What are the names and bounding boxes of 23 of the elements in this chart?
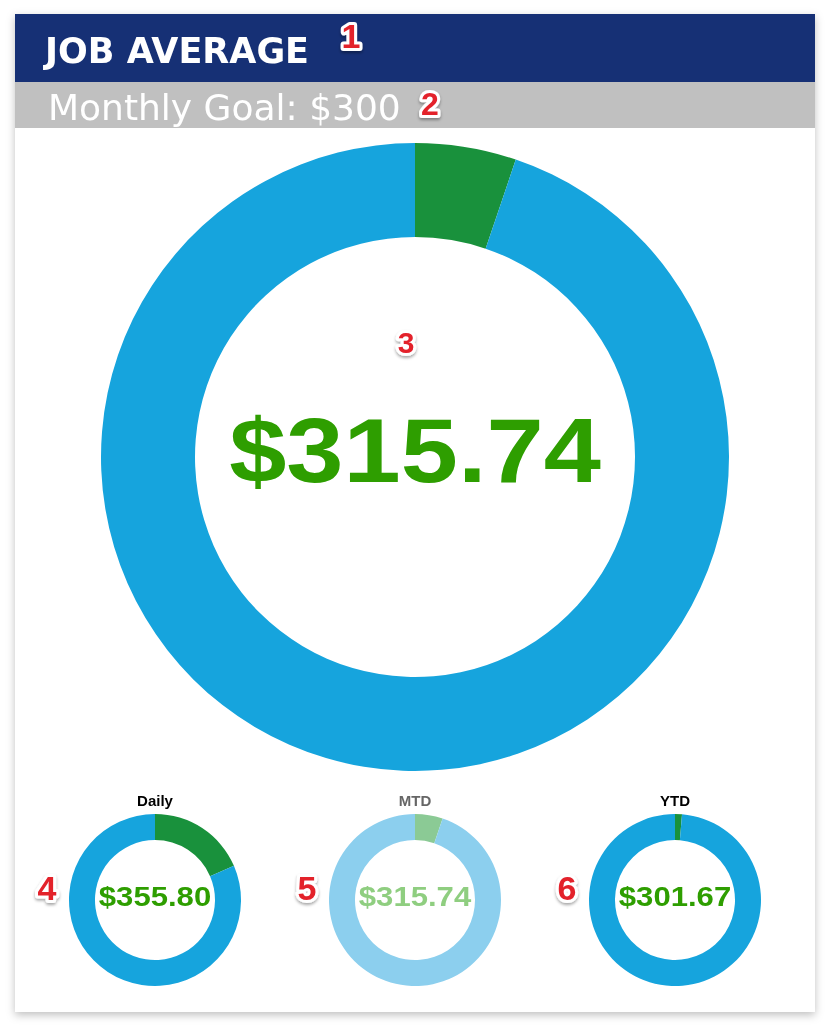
- text: 2: [421, 86, 439, 122]
- text: 5: [297, 869, 317, 907]
- text: 1: [341, 17, 361, 55]
- donut-slice: [155, 814, 234, 877]
- text: $301.67: [618, 880, 732, 912]
- donut-slice: [69, 814, 241, 986]
- text: 3: [397, 325, 415, 359]
- chart-title: JOB AVERAGE: [43, 31, 310, 71]
- chart-subtitle: Monthly Goal: $300: [48, 87, 401, 128]
- donut-slice: [675, 814, 683, 841]
- text: 4: [37, 869, 57, 907]
- text: $315.74: [229, 399, 601, 502]
- chart-title: YTD: [660, 792, 691, 809]
- chart-title: MTD: [398, 792, 432, 809]
- text: 6: [557, 869, 577, 907]
- donut-slice: [329, 814, 501, 986]
- donut-slice: [415, 814, 443, 844]
- chart-title: Daily: [137, 792, 174, 809]
- text: $315.74: [358, 880, 472, 912]
- donut-slice: [415, 143, 516, 249]
- donut-slice: [101, 143, 729, 771]
- text: $355.80: [98, 880, 212, 912]
- donut-slice: [589, 814, 761, 986]
